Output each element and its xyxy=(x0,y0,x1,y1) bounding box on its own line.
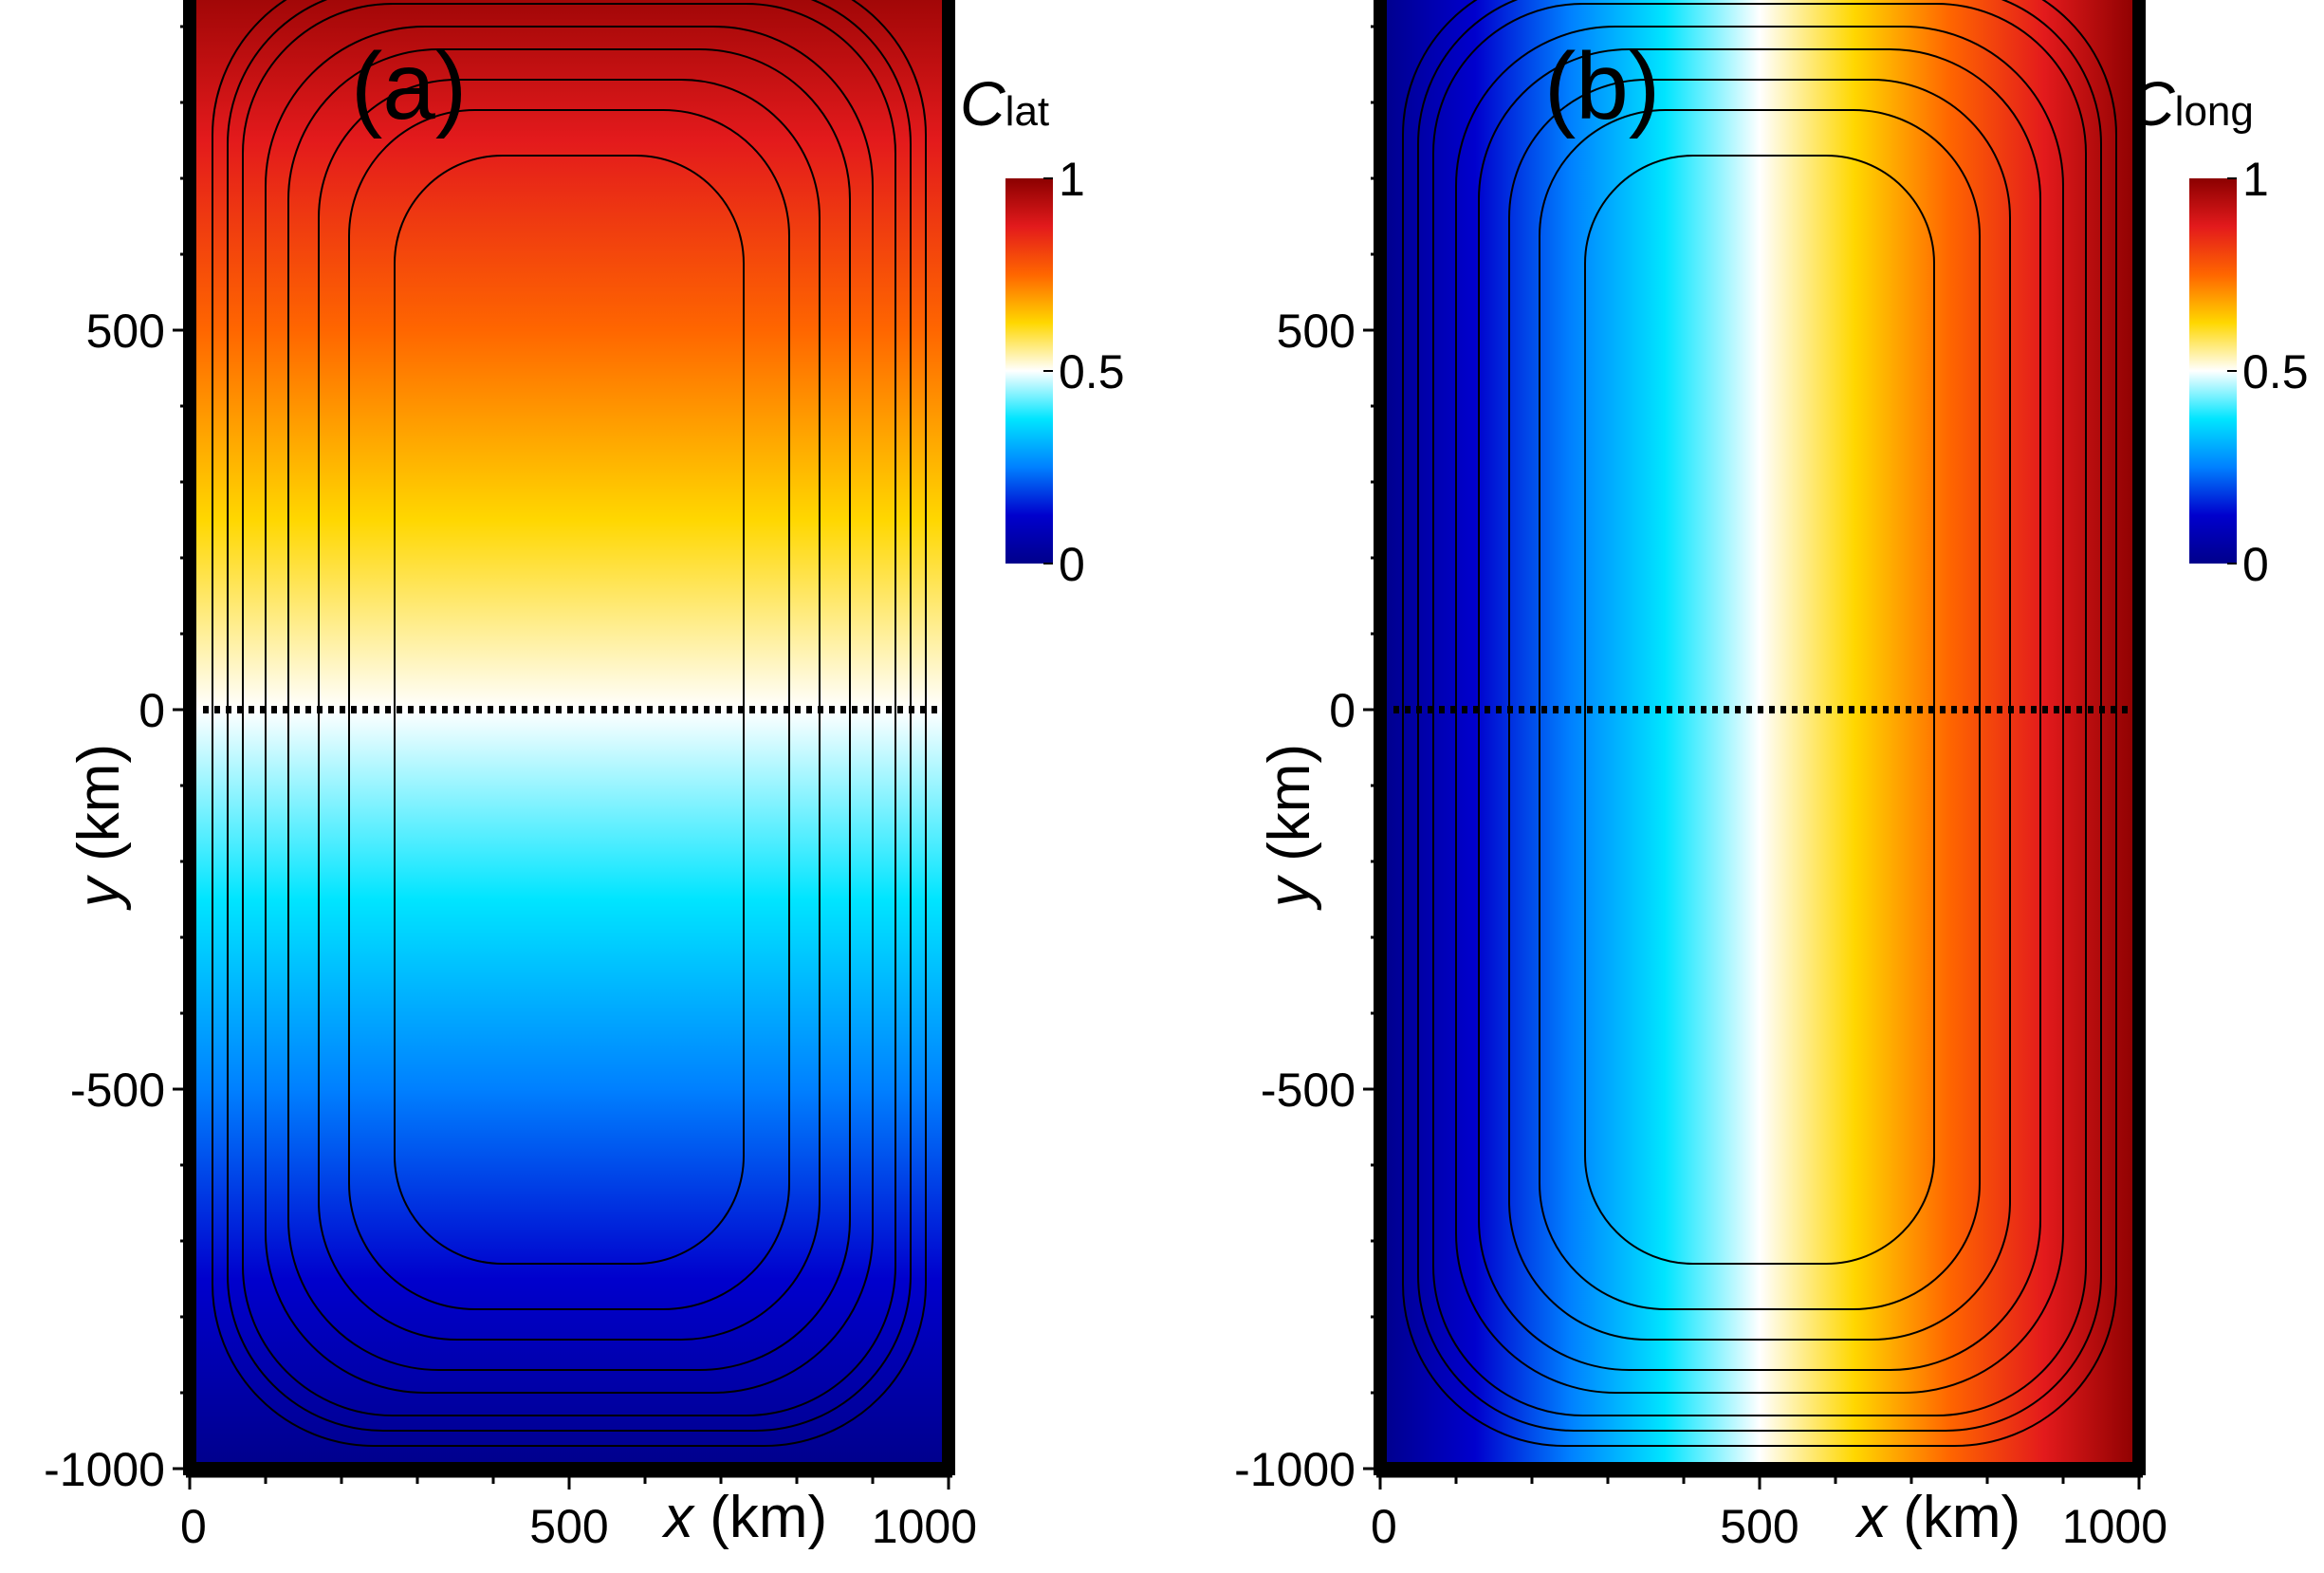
y-tick-label: -1000 xyxy=(44,1443,165,1496)
panel-label: (b) xyxy=(1544,33,1660,139)
y-tick-label: 0 xyxy=(1329,684,1356,737)
x-tick-label: 1000 xyxy=(872,1500,977,1553)
y-tick-label: -500 xyxy=(70,1064,165,1117)
x-tick-label: 500 xyxy=(529,1500,608,1553)
y-tick-label: -1000 xyxy=(1234,1443,1356,1496)
domain-outline xyxy=(183,0,955,1475)
colorbar-tick-label: 0.5 xyxy=(1059,345,1125,398)
y-axis-label: y (km) xyxy=(1257,744,1322,911)
colorbar-tick-label: 1 xyxy=(1059,153,1085,206)
colorbar-tick-label: 0.5 xyxy=(2242,345,2309,398)
colorbar-title: Clat xyxy=(960,68,1049,139)
y-axis-label: y (km) xyxy=(66,744,132,911)
streamline xyxy=(348,109,790,1310)
y-tick-label: 500 xyxy=(86,305,165,358)
domain-outline xyxy=(1374,0,2146,1475)
heatmap-field xyxy=(1380,0,2139,1469)
streamline xyxy=(212,0,927,1447)
heatmap-field xyxy=(190,0,949,1469)
y-tick-label: -500 xyxy=(1261,1064,1356,1117)
x-axis-label: x (km) xyxy=(661,1485,827,1550)
x-tick-label: 500 xyxy=(1720,1500,1798,1553)
y-tick-label: 500 xyxy=(1277,305,1356,358)
colorbar-title: Clong xyxy=(2130,68,2254,139)
x-tick-label: 0 xyxy=(180,1500,207,1553)
x-tick-label: 0 xyxy=(1371,1500,1397,1553)
streamline xyxy=(394,155,745,1265)
y-tick-label: 0 xyxy=(138,684,165,737)
colorbar-tick-label: 0 xyxy=(2242,538,2269,591)
colorbar-tick-label: 1 xyxy=(2242,153,2269,206)
x-tick-label: 1000 xyxy=(2062,1500,2167,1553)
colorbar-tick-label: 0 xyxy=(1059,538,1085,591)
x-axis-label: x (km) xyxy=(1854,1485,2020,1550)
colorbar: 10.50 xyxy=(1005,153,1125,591)
panel-label: (a) xyxy=(351,33,467,139)
colorbar: 10.50 xyxy=(2189,153,2309,591)
